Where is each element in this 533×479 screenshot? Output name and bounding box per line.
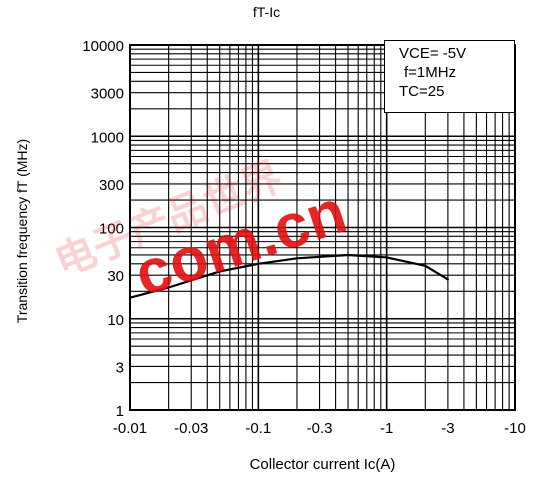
y-tick-label: 100 — [99, 221, 124, 238]
y-tick-label: 10 — [107, 312, 124, 329]
y-tick-label: 3 — [116, 359, 124, 376]
y-tick-label: 30 — [107, 268, 124, 285]
chart-title: fT-Ic — [252, 4, 281, 20]
y-tick-label: 10000 — [82, 38, 124, 55]
legend-line-frequency: f=1MHz — [404, 64, 457, 81]
plot-frame — [129, 44, 516, 411]
x-tick-label: -0.01 — [113, 420, 147, 437]
y-axis-label: Transition frequency fT (MHz) — [14, 138, 30, 324]
y-tick-label: 300 — [99, 177, 124, 194]
conditions-legend: VCE= -5V f=1MHz TC=25 — [384, 40, 515, 113]
x-tick-label: -0.03 — [174, 420, 208, 437]
x-tick-label: -10 — [504, 420, 526, 437]
y-tick-label: 1 — [116, 403, 124, 420]
legend-line-temperature: TC=25 — [399, 83, 445, 100]
legend-line-vce: VCE= -5V — [399, 45, 467, 62]
x-tick-label: -1 — [380, 420, 393, 437]
x-axis-label: Collector current Ic(A) — [249, 456, 396, 473]
x-tick-label: -3 — [441, 420, 454, 437]
x-tick-label: -0.3 — [307, 420, 333, 437]
x-tick-label: -0.1 — [245, 420, 271, 437]
series-line — [128, 253, 449, 299]
y-tick-label: 1000 — [91, 129, 124, 146]
y-tick-label: 3000 — [91, 86, 124, 103]
